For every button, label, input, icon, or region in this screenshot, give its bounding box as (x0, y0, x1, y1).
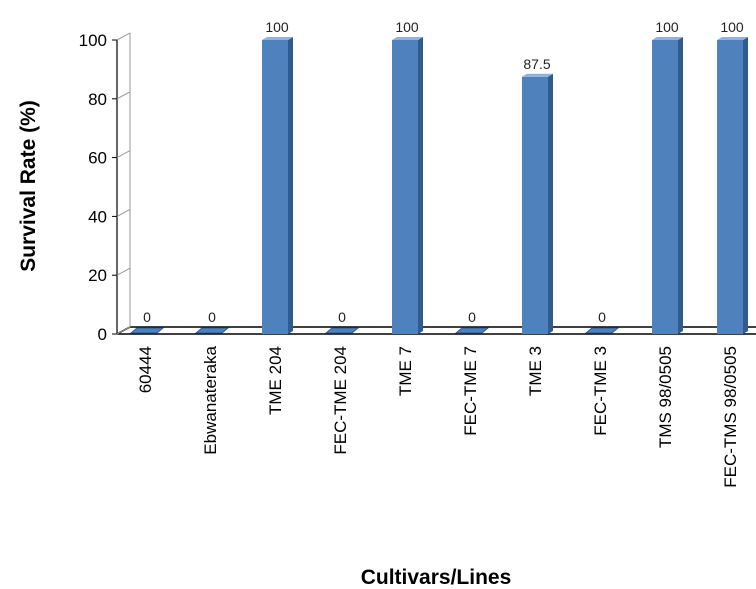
x-axis-labels: 60444 Ebwanateraka TME 204 FEC-TME 204 TME 7… (136, 345, 740, 487)
bar-top (652, 37, 683, 40)
bar (454, 327, 490, 334)
data-label: 0 (143, 309, 151, 325)
bar (324, 327, 360, 334)
x-category-label: Ebwanateraka (201, 345, 220, 454)
y-tick-label: 20 (88, 266, 107, 285)
y-tick-label: 100 (79, 31, 107, 50)
data-label: 100 (655, 19, 679, 35)
bar (392, 40, 418, 334)
bar-top (717, 37, 748, 40)
data-label: 0 (208, 309, 216, 325)
y-tick-label: 80 (88, 90, 107, 109)
x-category-label: TME 3 (526, 346, 545, 396)
x-category-label: FEC-TMS 98/0505 (721, 346, 740, 488)
y-tick-label: 40 (88, 207, 107, 226)
x-category-label: TME 204 (266, 346, 285, 415)
bar (262, 40, 288, 334)
bar (129, 327, 165, 334)
bar-side (743, 37, 748, 334)
x-category-label: TME 7 (396, 346, 415, 396)
bar-top (262, 37, 293, 40)
y-axis: 0 20 40 60 80 100 (79, 31, 131, 344)
bar (717, 40, 743, 334)
bar-side (288, 37, 293, 334)
bar-top (392, 37, 423, 40)
bar (522, 76, 548, 334)
data-label: 87.5 (523, 56, 550, 72)
x-category-label: FEC-TME 7 (461, 346, 480, 436)
y-tick-depth-line (116, 326, 131, 335)
x-axis-title: Cultivars/Lines (361, 566, 512, 589)
y-tick-label: 60 (88, 149, 107, 168)
x-category-label: TMS 98/0505 (656, 346, 675, 448)
data-label: 0 (338, 309, 346, 325)
x-category-label: 60444 (136, 346, 155, 393)
x-category-label: FEC-TME 204 (331, 346, 350, 455)
y-axis-title: Survival Rate (%) (17, 100, 40, 272)
y-tick-depth-line (116, 267, 131, 276)
y-tick-depth-line (116, 32, 131, 41)
x-category-label: FEC-TME 3 (591, 346, 610, 436)
y-tick-label: 0 (98, 325, 107, 344)
data-label: 100 (395, 19, 419, 35)
bar (652, 40, 678, 334)
y-tick-depth-line (116, 91, 131, 100)
bar-top (522, 73, 553, 77)
data-labels: 0 0 100 0 100 0 87.5 0 100 100 (143, 19, 744, 325)
bar-series (129, 37, 748, 334)
data-label: 100 (265, 19, 289, 35)
y-tick-depth-line (116, 208, 131, 217)
bar-side (418, 37, 423, 334)
data-label: 0 (598, 309, 606, 325)
bar-side (548, 73, 553, 334)
data-label: 0 (468, 309, 476, 325)
bar-side (678, 37, 683, 334)
bar (584, 327, 620, 334)
bar (194, 327, 230, 334)
y-tick-depth-line (116, 150, 131, 159)
data-label: 100 (720, 19, 744, 35)
